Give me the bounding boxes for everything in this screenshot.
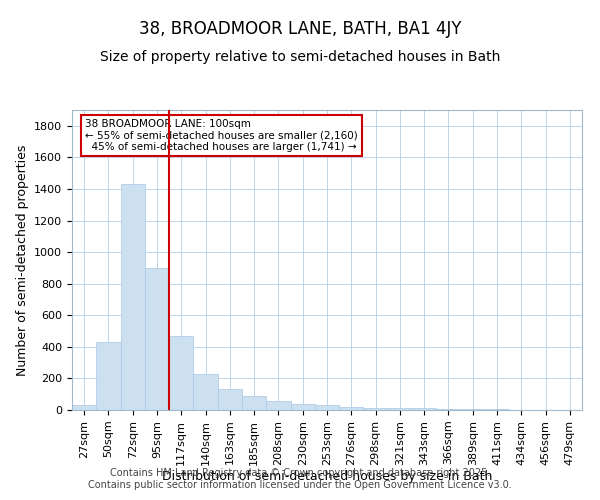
- Text: Size of property relative to semi-detached houses in Bath: Size of property relative to semi-detach…: [100, 50, 500, 64]
- Bar: [315, 406, 339, 410]
- Text: 38 BROADMOOR LANE: 100sqm
← 55% of semi-detached houses are smaller (2,160)
  45: 38 BROADMOOR LANE: 100sqm ← 55% of semi-…: [85, 119, 358, 152]
- Bar: [218, 388, 242, 410]
- Bar: [242, 396, 266, 410]
- Bar: [169, 336, 193, 410]
- Text: Contains HM Land Registry data © Crown copyright and database right 2025.
Contai: Contains HM Land Registry data © Crown c…: [88, 468, 512, 490]
- Bar: [388, 408, 412, 410]
- Bar: [145, 268, 169, 410]
- Bar: [72, 406, 96, 410]
- Bar: [436, 408, 461, 410]
- Bar: [364, 408, 388, 410]
- X-axis label: Distribution of semi-detached houses by size in Bath: Distribution of semi-detached houses by …: [162, 470, 492, 484]
- Bar: [290, 404, 315, 410]
- Bar: [96, 342, 121, 410]
- Bar: [121, 184, 145, 410]
- Y-axis label: Number of semi-detached properties: Number of semi-detached properties: [16, 144, 29, 376]
- Text: 38, BROADMOOR LANE, BATH, BA1 4JY: 38, BROADMOOR LANE, BATH, BA1 4JY: [139, 20, 461, 38]
- Bar: [461, 409, 485, 410]
- Bar: [193, 374, 218, 410]
- Bar: [266, 402, 290, 410]
- Bar: [412, 408, 436, 410]
- Bar: [339, 407, 364, 410]
